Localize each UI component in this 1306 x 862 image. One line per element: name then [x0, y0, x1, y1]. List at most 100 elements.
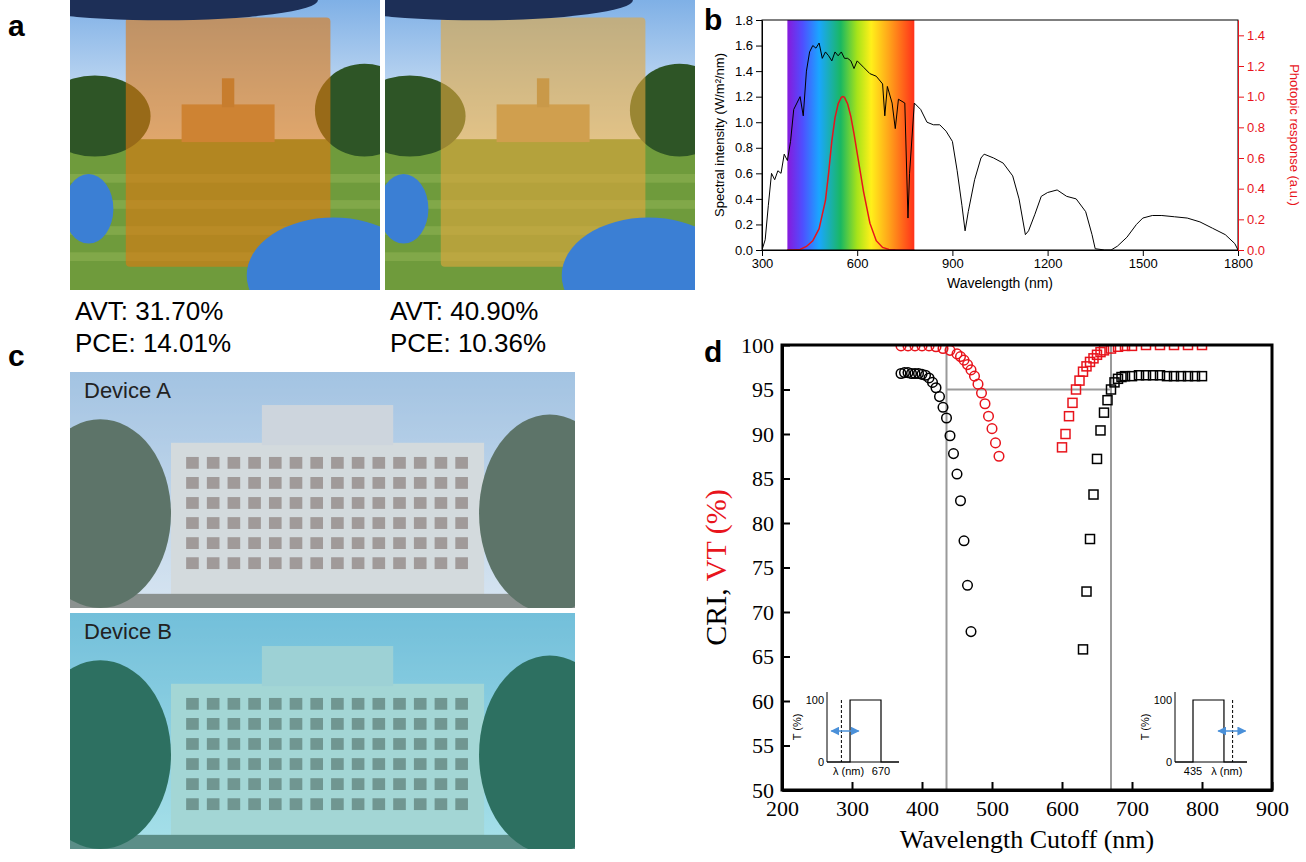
reference-line	[1110, 345, 1112, 790]
point	[1103, 396, 1112, 405]
figure: AVT: 31.70%PCE: 14.01%AVT: 40.90%PCE: 10…	[0, 0, 1306, 862]
x-axis-tick-label: 1800	[1224, 256, 1253, 271]
tint	[70, 372, 575, 608]
inset-x-tick-label: 670	[872, 765, 890, 777]
y-axis-tick-mark	[756, 173, 762, 174]
point	[987, 424, 997, 434]
y-axis-tick: 1.0	[735, 115, 762, 130]
y2-axis-tick-label: 0.4	[1247, 181, 1265, 196]
photo	[70, 613, 575, 849]
y-axis-tick: 1.6	[735, 38, 762, 53]
point	[980, 399, 990, 409]
y-axis-tick-label: 95	[752, 377, 774, 402]
point	[1058, 443, 1067, 452]
y-axis-tick-label: 0.6	[735, 166, 753, 181]
caption: AVT: 40.90%	[390, 296, 538, 326]
y-axis-tick: 1.8	[735, 13, 762, 28]
inset-x-title: λ (nm)	[833, 765, 864, 777]
x-axis-tick-mark	[992, 782, 994, 790]
point	[956, 496, 966, 506]
point	[1079, 645, 1088, 654]
x-axis-tick-mark	[1272, 782, 1274, 790]
y2-axis-line	[1238, 21, 1239, 251]
y2-axis-tick: 1.0	[1238, 89, 1265, 104]
y-axis-tick-label: 60	[752, 689, 774, 714]
x-axis: 200300400500600700800900	[766, 782, 1289, 821]
inset-x-title: λ (nm)	[1211, 765, 1242, 777]
point	[1100, 408, 1109, 417]
x-axis-title: Wavelength Cutoff (nm)	[900, 825, 1154, 854]
x-axis-tick-mark	[852, 782, 854, 790]
point	[1068, 398, 1077, 407]
y2-axis-tick: 1.2	[1238, 59, 1265, 74]
photo	[385, 0, 695, 290]
y-axis-tick: 60	[752, 689, 790, 714]
y-axis-tick: 1.2	[735, 89, 762, 104]
sky	[70, 613, 575, 849]
inset-axis	[1175, 692, 1176, 762]
point	[959, 536, 969, 546]
y2-axis-tick-mark	[1238, 97, 1244, 98]
point	[977, 388, 987, 398]
x-axis-line	[763, 250, 1239, 251]
inset-y-title: T (%)	[1139, 714, 1151, 741]
y2-axis-tick-label: 1.0	[1247, 89, 1265, 104]
y-axis-tick-mark	[782, 434, 790, 436]
y-axis-tick-label: 1.2	[735, 89, 753, 104]
x-axis-tick: 900	[942, 250, 964, 271]
y2-axis-tick-label: 1.4	[1247, 28, 1265, 43]
y-axis-tick-label: 55	[752, 733, 774, 758]
inset: 0100T (%)670λ (nm)	[791, 692, 899, 777]
glove	[385, 174, 428, 244]
x-axis-tick: 900	[1256, 782, 1289, 821]
y-axis-tick-mark	[782, 701, 790, 703]
point	[938, 403, 948, 413]
y-axis-line	[762, 21, 763, 251]
y2-axis-tick-mark	[1238, 35, 1244, 36]
y-axis-tick: 90	[752, 422, 790, 447]
caption: PCE: 10.36%	[390, 328, 546, 358]
y2-axis-tick-label: 0.6	[1247, 151, 1265, 166]
plot-area	[762, 20, 1238, 250]
y-axis-tick: 50	[752, 778, 790, 803]
y-axis-tick-mark	[756, 71, 762, 72]
reference-line	[947, 389, 1112, 391]
y2-axis-tick-label: 0.8	[1247, 120, 1265, 135]
x-axis-tick-mark	[857, 250, 858, 256]
caption: PCE: 14.01%	[75, 328, 231, 358]
y-axis-tick-mark	[782, 478, 790, 480]
point	[1198, 372, 1207, 381]
y-axis-tick-label: 100	[741, 333, 774, 358]
y-axis-tick-mark	[782, 567, 790, 569]
y-axis-tick: 100	[741, 333, 790, 358]
y-axis-tick-mark	[782, 790, 790, 792]
x-axis-tick-mark	[1048, 250, 1049, 256]
tint	[70, 613, 575, 849]
y-axis-tick: 85	[752, 466, 790, 491]
x-axis-tick-label: 700	[1116, 796, 1149, 821]
x-axis-tick: 700	[1116, 782, 1149, 821]
x-axis-tick: 600	[1046, 782, 1079, 821]
inset-tick-label: 100	[1154, 694, 1172, 706]
plot-frame	[762, 20, 1238, 250]
y-axis-tick-label: 90	[752, 422, 774, 447]
y-axis-tick-label: 85	[752, 466, 774, 491]
x-axis-tick-mark	[1132, 782, 1134, 790]
point	[1093, 454, 1102, 463]
sky	[70, 372, 575, 608]
x-axis-tick-mark	[1202, 782, 1204, 790]
x-axis-tick-label: 300	[752, 256, 774, 271]
y-axis-tick-mark	[756, 224, 762, 225]
y-axis-tick-mark	[782, 523, 790, 525]
x-axis-tick-mark	[922, 782, 924, 790]
y-axis-tick-mark	[756, 20, 762, 21]
y-axis-tick-label: 70	[752, 600, 774, 625]
y2-axis-tick-mark	[1238, 219, 1244, 220]
x-axis-tick-label: 800	[1186, 796, 1219, 821]
y-axis-tick: 95	[752, 377, 790, 402]
x-axis-tick-label: 900	[942, 256, 964, 271]
x-axis-tick-label: 1500	[1129, 256, 1158, 271]
inset-window	[827, 700, 899, 762]
panel-letter: a	[8, 9, 25, 42]
y-axis-tick-mark	[756, 148, 762, 149]
